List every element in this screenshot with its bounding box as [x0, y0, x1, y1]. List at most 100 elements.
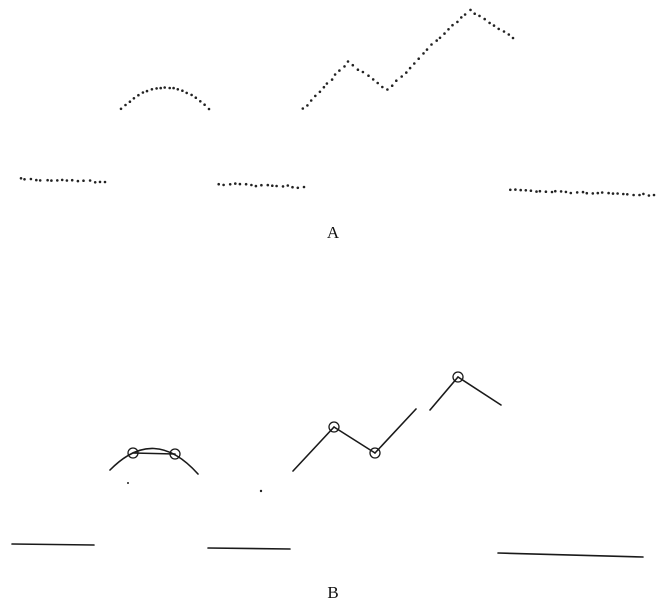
- dot-mark: [371, 78, 375, 81]
- dot-mark: [168, 86, 171, 90]
- dot-mark: [483, 17, 487, 21]
- dot-mark: [647, 194, 651, 197]
- dot-mark: [185, 91, 188, 95]
- dot-mark: [296, 186, 300, 190]
- segment-arc: [109, 447, 199, 475]
- dot-mark: [38, 179, 42, 182]
- dot-mark: [238, 182, 242, 186]
- dot-mark: [535, 190, 538, 193]
- dot-mark: [559, 190, 563, 193]
- dot-mark: [286, 184, 290, 187]
- dot-mark: [65, 179, 69, 182]
- dot-mark: [203, 103, 206, 106]
- segment-baseline-middle: [207, 547, 291, 550]
- dot-mark: [473, 12, 477, 15]
- dot-mark: [172, 86, 175, 90]
- dot-mark: [502, 30, 506, 33]
- panel-a-label: A: [327, 223, 340, 242]
- dot-mark: [600, 191, 604, 194]
- dot-mark: [422, 52, 425, 55]
- dot-mark: [400, 75, 404, 78]
- dot-mark: [128, 100, 132, 103]
- dot-mark: [435, 39, 439, 42]
- dot-mark: [550, 190, 554, 194]
- dot-mark: [413, 62, 416, 65]
- dot-mark: [607, 191, 610, 195]
- dot-mark: [632, 193, 635, 197]
- dot-mark: [234, 182, 237, 185]
- dot-mark: [322, 85, 326, 89]
- dot-mark: [301, 107, 305, 110]
- dot-mark: [103, 180, 107, 184]
- dot-mark: [529, 189, 533, 192]
- dot-mark: [159, 86, 162, 90]
- dot-mark: [199, 100, 202, 103]
- breakpoint-marker: [328, 421, 340, 433]
- dot-mark: [260, 183, 263, 187]
- dot-mark: [460, 16, 463, 19]
- dot-mark: [564, 190, 568, 194]
- dot-mark: [451, 23, 454, 27]
- dot-mark: [318, 90, 322, 94]
- dot-mark: [507, 33, 511, 36]
- segment-zigzag: [457, 376, 502, 406]
- dot-mark: [124, 103, 127, 107]
- dot-mark: [626, 193, 629, 196]
- dot-mark: [417, 57, 421, 60]
- dot-mark: [250, 183, 253, 187]
- breakpoint-marker: [169, 448, 181, 460]
- dot-mark: [217, 182, 220, 186]
- dot-mark: [585, 191, 589, 195]
- dot-mark: [405, 71, 408, 74]
- dot-mark: [76, 179, 80, 183]
- dot-mark: [60, 178, 64, 182]
- dot-mark: [70, 178, 74, 182]
- dot-mark: [492, 24, 496, 27]
- dot-mark: [456, 20, 459, 24]
- dot-mark: [271, 184, 274, 187]
- dotted-baseline-right: [509, 188, 656, 197]
- dot-mark: [222, 183, 225, 187]
- segment-baseline-left: [11, 543, 95, 546]
- dot-mark: [302, 185, 306, 189]
- dot-mark: [145, 89, 149, 93]
- dot-mark: [98, 180, 102, 184]
- dot-mark: [309, 99, 313, 102]
- dot-mark: [244, 182, 248, 186]
- dot-mark: [443, 32, 446, 35]
- dot-mark: [338, 69, 341, 72]
- dot-mark: [575, 191, 579, 194]
- dot-mark: [207, 107, 211, 111]
- dot-mark: [478, 14, 481, 18]
- segment-zigzag: [333, 426, 376, 454]
- dot-mark: [181, 89, 184, 92]
- dot-mark: [330, 78, 334, 81]
- dot-mark: [376, 81, 380, 85]
- dotted-arc: [119, 86, 211, 111]
- dot-mark: [469, 8, 472, 12]
- dot-mark: [381, 85, 384, 89]
- dot-mark: [190, 93, 193, 97]
- dotted-zigzag: [301, 8, 515, 110]
- breakpoint-marker: [369, 447, 381, 459]
- dot-mark: [511, 36, 515, 40]
- dot-mark: [538, 189, 542, 193]
- dot-mark: [281, 185, 285, 188]
- dot-mark: [275, 184, 278, 188]
- dot-mark: [514, 188, 517, 191]
- segment-zigzag: [374, 408, 417, 454]
- dot-mark: [386, 88, 389, 91]
- dot-mark: [82, 179, 85, 182]
- dot-mark: [176, 88, 180, 91]
- dot-mark: [447, 28, 450, 31]
- dot-mark: [616, 192, 619, 195]
- dot-mark: [463, 13, 467, 16]
- dot-mark: [155, 87, 158, 90]
- dot-mark: [591, 192, 595, 195]
- dot-mark: [581, 190, 585, 194]
- dot-mark: [425, 48, 429, 51]
- dot-mark: [554, 189, 557, 193]
- dot-mark: [367, 74, 370, 77]
- dotted-baseline-left: [19, 177, 107, 184]
- dotted-baseline-middle: [217, 182, 306, 190]
